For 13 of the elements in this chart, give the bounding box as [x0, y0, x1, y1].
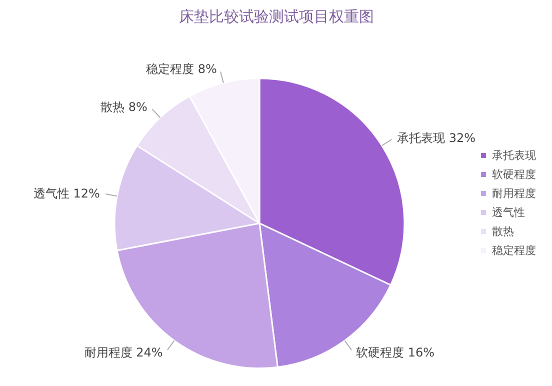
category-label: 耐用程度 24% — [84, 345, 163, 360]
legend-label: 耐用程度 — [492, 186, 536, 200]
chart-title: 床垫比较试验测试项目权重图 — [179, 8, 374, 26]
legend-label: 散热 — [492, 224, 514, 238]
legend-label: 透气性 — [492, 204, 525, 220]
category-label: 软硬程度 16% — [356, 345, 435, 360]
legend-label: 承托表现 — [492, 148, 536, 162]
category-label: 稳定程度 8% — [146, 62, 217, 76]
category-label: 承托表现 32% — [397, 130, 476, 145]
category-label: 透气性 12% — [33, 186, 100, 200]
category-label: 散热 8% — [100, 100, 148, 114]
legend-label: 软硬程度 — [492, 166, 536, 182]
legend-label: 稳定程度 — [492, 242, 536, 258]
